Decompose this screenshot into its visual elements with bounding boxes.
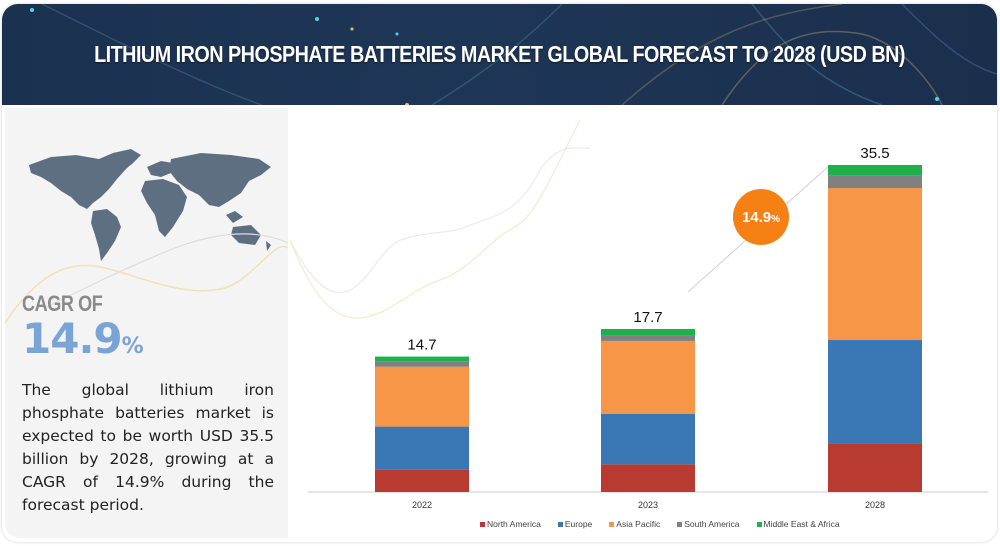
bar-segment-north-america-2022 <box>375 469 469 492</box>
bar-segment-europe-2023 <box>601 413 695 465</box>
bar-segment-asia-pacific-2022 <box>375 366 469 427</box>
header-background-lines <box>30 4 997 105</box>
legend-item-europe: Europe <box>557 519 593 529</box>
cagr-badge-unit: % <box>771 214 780 225</box>
legend-item-middle-east-africa: Middle East & Africa <box>756 519 840 529</box>
x-tick-label-2023: 2023 <box>638 500 658 510</box>
decorative-curve-gray <box>289 147 591 294</box>
legend-label: Middle East & Africa <box>763 519 840 529</box>
bar-segment-middle-east-africa-2023 <box>601 328 695 336</box>
bar-segment-europe-2028 <box>828 340 922 444</box>
bar-segment-north-america-2023 <box>601 464 695 492</box>
bar-segment-asia-pacific-2028 <box>828 188 922 341</box>
market-description: The global lithium iron phosphate batter… <box>22 381 274 514</box>
legend-label: Europe <box>564 519 593 529</box>
cagr-value: 14.9% <box>22 314 144 363</box>
legend-label: North America <box>487 519 541 529</box>
bar-segment-south-america-2028 <box>828 175 922 189</box>
bar-segment-south-america-2023 <box>601 335 695 341</box>
total-label-2028: 35.5 <box>860 145 889 162</box>
bar-segment-middle-east-africa-2028 <box>828 165 922 176</box>
world-map-icon <box>29 149 271 261</box>
cagr-badge-value: 14.9 <box>742 209 771 226</box>
legend-swatch <box>756 521 762 527</box>
legend-swatch <box>480 521 485 527</box>
legend-swatch <box>677 521 683 527</box>
bar-segment-south-america-2022 <box>375 361 469 367</box>
x-tick-label-2022: 2022 <box>412 500 432 510</box>
legend-swatch <box>557 521 563 527</box>
page-title: LITHIUM IRON PHOSPHATE BATTERIES MARKET … <box>94 41 905 67</box>
x-tick-label-2028: 2028 <box>865 500 885 510</box>
summary-panel: CAGR OF 14.9% The global lithium iron ph… <box>5 108 288 538</box>
cagr-number: 14.9 <box>22 314 123 363</box>
legend-item-south-america: South America <box>677 519 740 529</box>
legend-swatch <box>609 521 615 527</box>
bar-segment-north-america-2028 <box>828 443 922 492</box>
cagr-badge-circle <box>733 189 789 245</box>
legend-label: Asia Pacific <box>616 519 661 529</box>
header-banner: LITHIUM IRON PHOSPHATE BATTERIES MARKET … <box>2 4 997 105</box>
bar-segment-middle-east-africa-2022 <box>375 356 469 362</box>
total-label-2023: 17.7 <box>633 309 662 326</box>
legend-label: South America <box>684 519 740 529</box>
decorative-curve-gold <box>289 119 581 319</box>
cagr-badge-text: 14.9% <box>742 209 780 226</box>
bar-segment-europe-2022 <box>375 426 469 470</box>
chart-legend: North America Europe Asia Pacific South Ame… <box>480 519 840 529</box>
cagr-unit: % <box>121 334 144 359</box>
bar-segment-asia-pacific-2023 <box>601 340 695 414</box>
cagr-label: CAGR OF <box>22 291 103 316</box>
decorative-curves <box>5 233 288 324</box>
legend-item-north-america: North America <box>480 519 541 529</box>
legend-item-asia-pacific: Asia Pacific <box>609 519 660 529</box>
total-label-2022: 14.7 <box>407 337 436 354</box>
